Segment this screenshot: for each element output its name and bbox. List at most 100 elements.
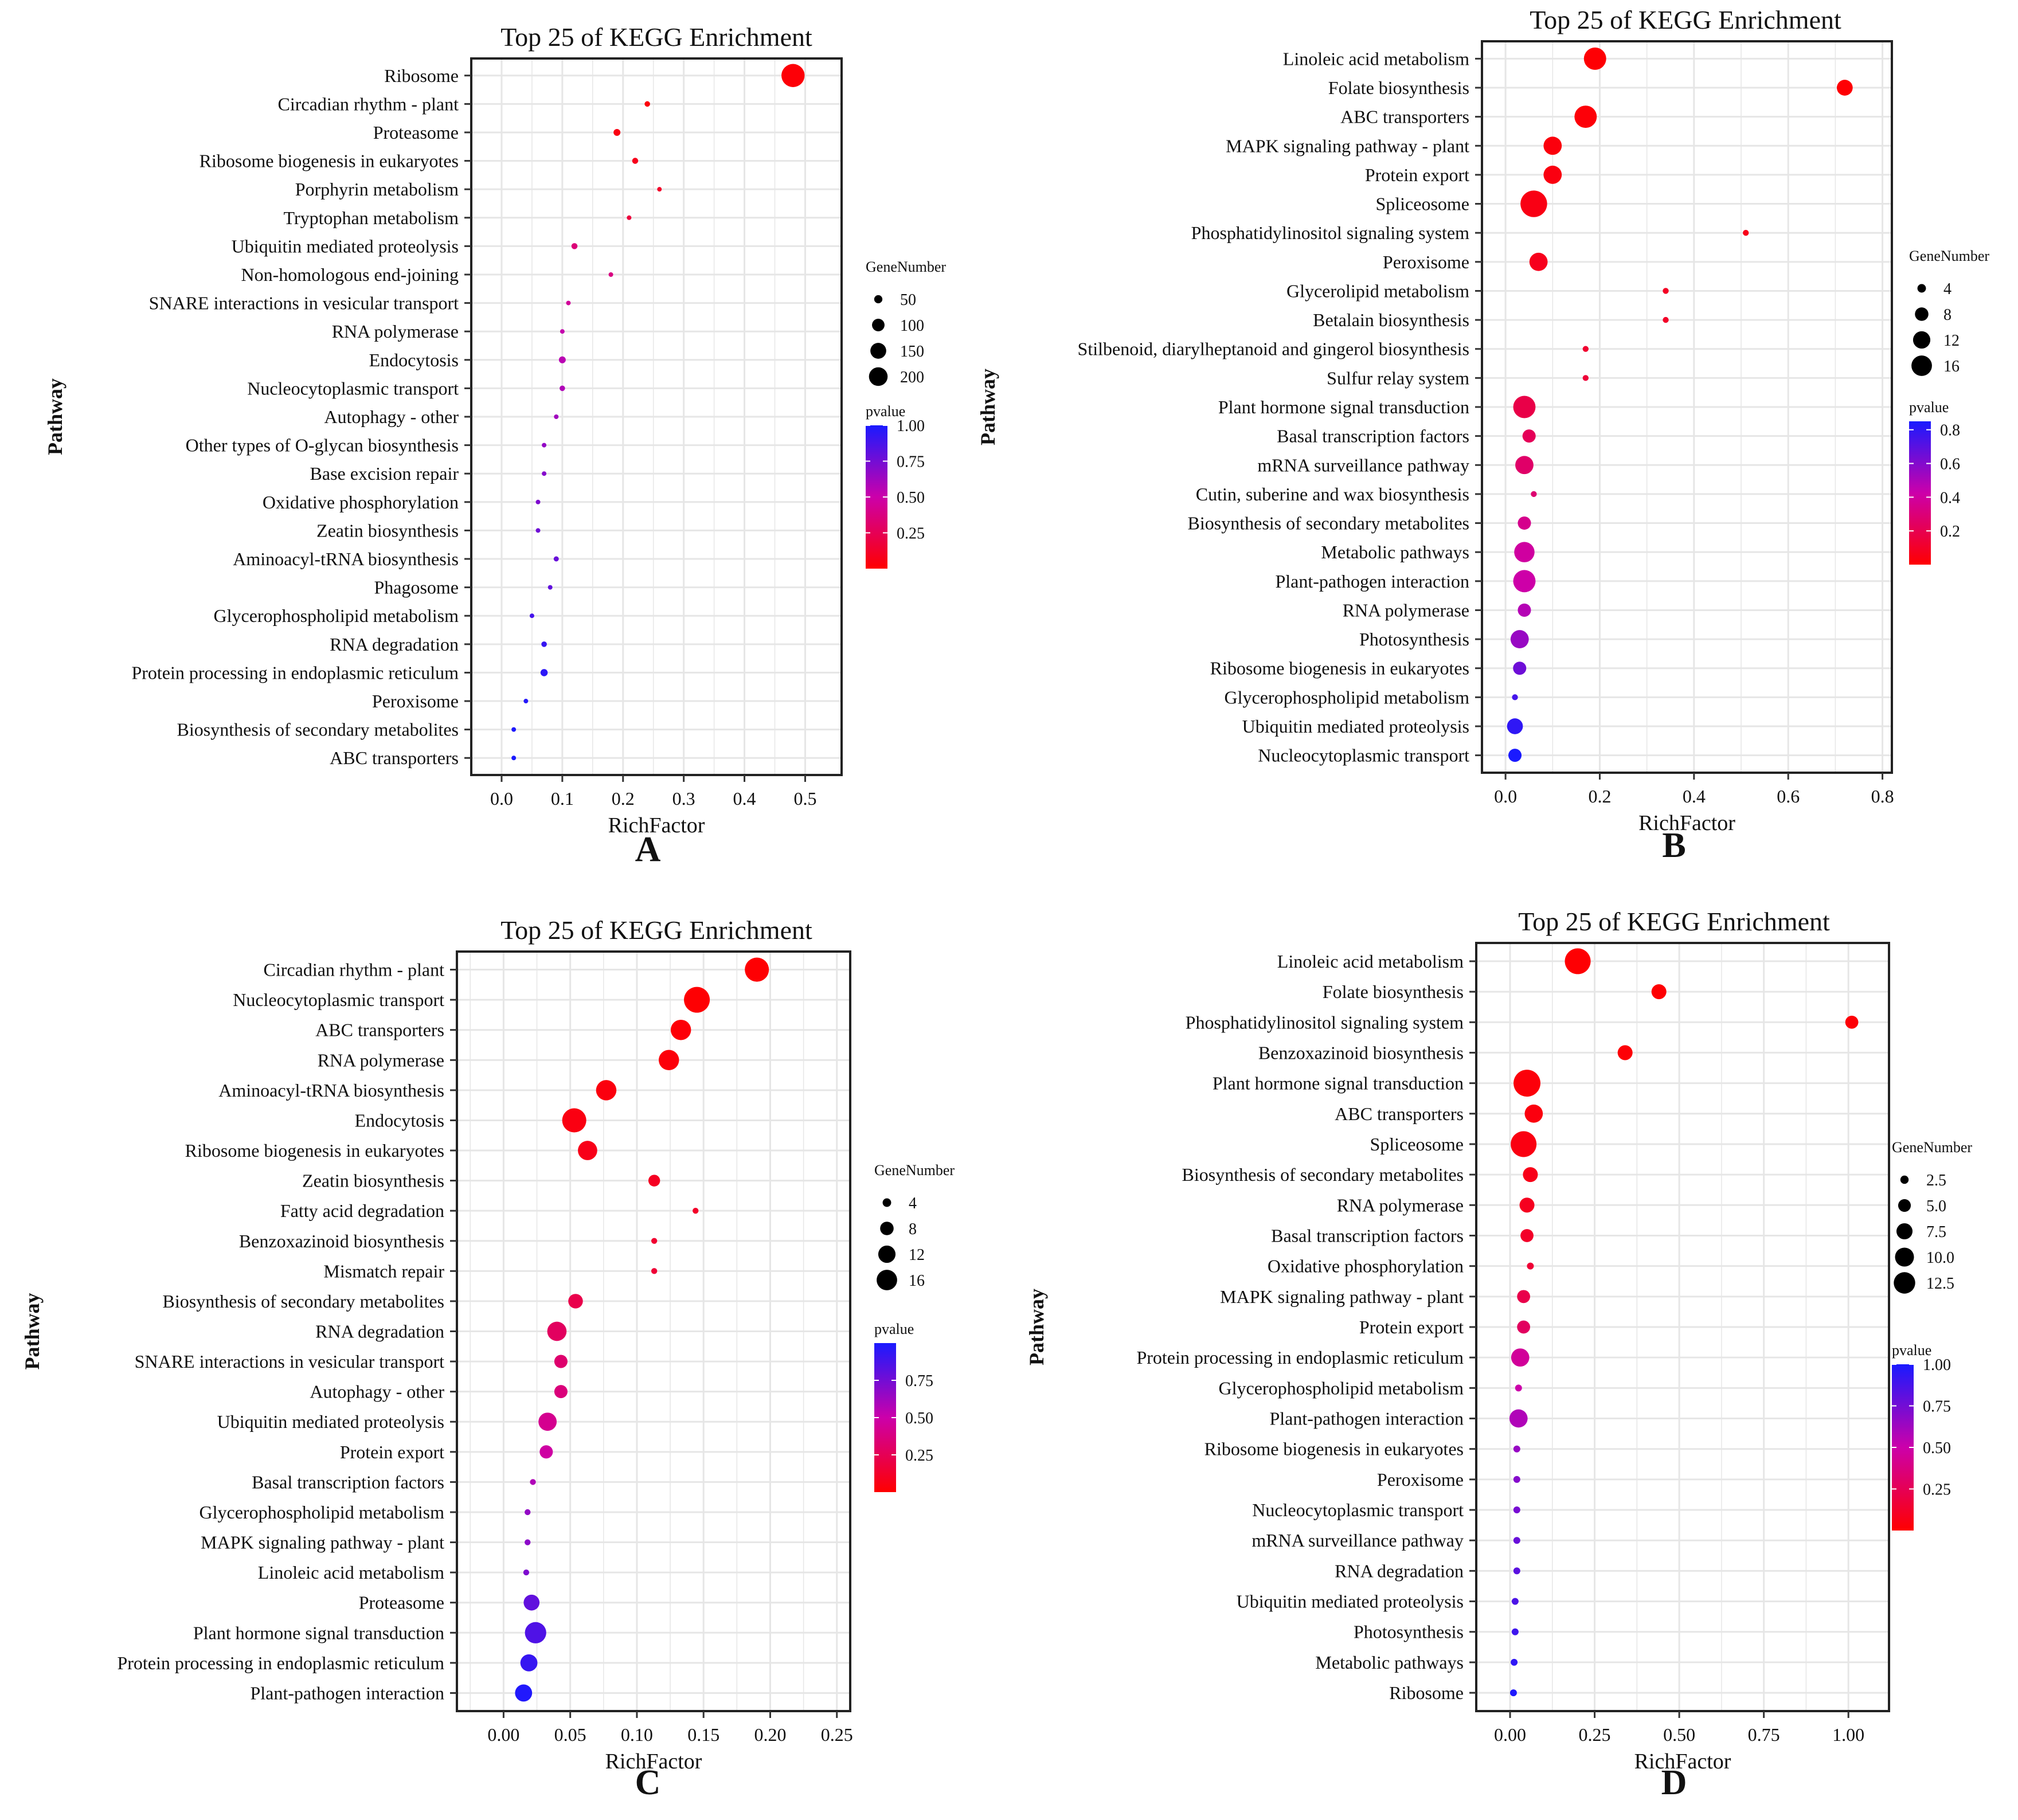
size-legend-dot [1911, 355, 1932, 376]
y-tick-label: Metabolic pathways [1315, 1652, 1464, 1673]
y-tick-label: Plant hormone signal transduction [1218, 397, 1469, 417]
data-point [1527, 1262, 1534, 1270]
data-point [1513, 570, 1536, 593]
data-point [1524, 1104, 1543, 1123]
y-tick-label: Biosynthesis of secondary metabolites [163, 1291, 444, 1312]
color-legend-label: 0.75 [897, 453, 925, 471]
x-tick-label: 0.3 [672, 788, 695, 809]
color-legend-label: 0.25 [897, 525, 925, 543]
x-tick-label: 0.8 [1871, 786, 1894, 807]
y-tick-label: Spliceosome [1370, 1134, 1464, 1154]
size-legend-dot [874, 295, 883, 304]
y-tick-label: Basal transcription factors [252, 1471, 444, 1492]
y-tick-label: Peroxisome [372, 691, 459, 711]
color-legend: pvalue 0.25 0.50 0.75 1.00 [866, 403, 925, 569]
size-legend-label: 7.5 [1926, 1223, 1946, 1241]
y-tick-label: RNA polymerase [332, 321, 459, 342]
color-legend-label: 0.75 [1923, 1398, 1951, 1416]
data-point [1582, 346, 1589, 352]
data-point [632, 158, 639, 164]
data-point [1513, 1445, 1520, 1453]
data-points [511, 64, 805, 761]
y-tick-label: mRNA surveillance pathway [1252, 1530, 1464, 1551]
y-tick-label: ABC transporters [1340, 107, 1469, 127]
y-tick-label: Biosynthesis of secondary metabolites [1188, 513, 1469, 534]
x-tick-label: 0.0 [490, 788, 513, 809]
size-legend-dot [870, 343, 886, 359]
y-tick-label: Plant hormone signal transduction [1213, 1073, 1464, 1094]
data-point [1520, 190, 1547, 217]
y-tick-label: SNARE interactions in vesicular transpor… [135, 1351, 444, 1372]
x-tick-label: 0.1 [551, 788, 574, 809]
y-tick-label: Ribosome [384, 65, 459, 86]
x-tick-label: 0.4 [1683, 786, 1706, 807]
y-tick-label: MAPK signaling pathway - plant [1220, 1286, 1464, 1307]
color-legend-label: 0.50 [1923, 1439, 1951, 1457]
data-point [1518, 516, 1531, 530]
data-point [1574, 105, 1597, 128]
data-point [542, 443, 547, 448]
panel-label: A [635, 830, 661, 869]
panel-b: Top 25 of KEGG Enrichment Linoleic acid m… [976, 5, 1989, 865]
y-tick-label: Photosynthesis [1359, 629, 1469, 649]
data-point [1523, 1167, 1538, 1183]
x-tick-label: 0.15 [687, 1724, 719, 1745]
size-legend-label: 4 [909, 1195, 917, 1212]
data-point [1522, 429, 1536, 443]
y-tick-label: Metabolic pathways [1321, 542, 1469, 562]
size-legend-label: 200 [900, 369, 924, 386]
data-point [535, 528, 541, 533]
y-tick-label: Linoleic acid metabolism [258, 1562, 444, 1583]
y-tick-label: Benzoxazinoid biosynthesis [239, 1231, 444, 1251]
data-point [1507, 718, 1523, 734]
data-point [657, 187, 662, 192]
data-point [1513, 1537, 1520, 1544]
chart-title: Top 25 of KEGG Enrichment [1530, 5, 1841, 34]
y-tick-label: Aminoacyl-tRNA biosynthesis [218, 1080, 444, 1101]
data-point [525, 1509, 531, 1516]
size-legend-title: GeneNumber [1909, 248, 1989, 264]
data-point [596, 1080, 617, 1101]
data-point [1513, 662, 1527, 675]
y-axis-title: Pathway [44, 378, 67, 455]
data-point [627, 215, 632, 220]
size-legend-label: 2.5 [1926, 1172, 1946, 1189]
x-tick-label: 0.2 [1588, 786, 1611, 807]
y-tick-label: Peroxisome [1383, 252, 1469, 272]
data-point [540, 669, 548, 676]
y-tick-label: Mismatch repair [323, 1261, 444, 1281]
x-axis-title: RichFactor [605, 1749, 702, 1774]
data-point [538, 1412, 557, 1431]
data-point [547, 1321, 567, 1341]
chart-title: Top 25 of KEGG Enrichment [500, 915, 812, 945]
y-tick-label: ABC transporters [330, 747, 459, 768]
color-legend-label: 0.25 [1923, 1481, 1951, 1499]
y-tick-label: RNA polymerase [1337, 1195, 1464, 1215]
y-tick-label: Protein export [1365, 165, 1469, 185]
y-tick-label: RNA degradation [1335, 1560, 1464, 1581]
y-tick-label: Peroxisome [1377, 1469, 1464, 1490]
data-point [525, 1539, 531, 1545]
y-tick-label: Glycerolipid metabolism [1286, 280, 1469, 301]
gridlines [1482, 41, 1892, 773]
data-point [613, 128, 621, 136]
color-legend-label: 0.25 [905, 1447, 933, 1465]
data-point [554, 1355, 568, 1368]
y-tick-label: Fatty acid degradation [280, 1200, 444, 1221]
y-tick-label: Ubiquitin mediated proteolysis [1242, 716, 1469, 737]
y-tick-label: Phosphatidylinositol signaling system [1186, 1012, 1464, 1032]
data-point [1508, 749, 1522, 762]
y-tick-label: Protein export [340, 1442, 444, 1462]
y-tick-label: Spliceosome [1375, 194, 1469, 214]
size-legend-label: 12 [909, 1246, 925, 1264]
x-axis-title: RichFactor [1638, 811, 1735, 835]
data-point [1515, 1384, 1522, 1392]
data-point [523, 699, 529, 704]
y-tick-label: Biosynthesis of secondary metabolites [1182, 1164, 1464, 1185]
y-tick-label: Glycerophospholipid metabolism [1225, 687, 1470, 707]
data-points [515, 957, 769, 1702]
data-point [1511, 1628, 1519, 1635]
y-tick-label: RNA degradation [315, 1321, 444, 1342]
y-tick-label: Phosphatidylinositol signaling system [1191, 222, 1469, 243]
data-point [1543, 136, 1562, 155]
